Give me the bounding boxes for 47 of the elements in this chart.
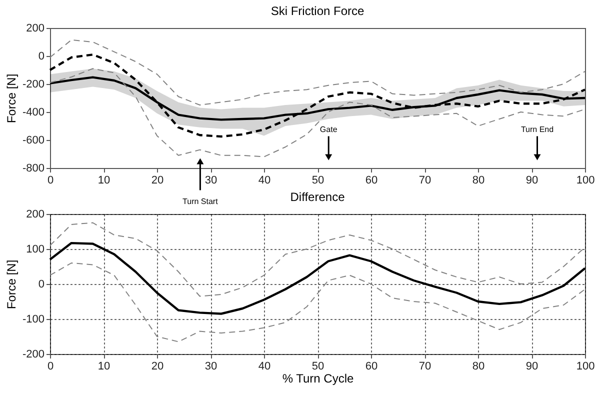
y-tick-label: -400: [22, 106, 44, 118]
x-tick-label: 100: [576, 174, 595, 186]
x-tick-label: 0: [47, 360, 54, 372]
y-tick-label: -200: [22, 348, 44, 360]
x-tick-label: 20: [151, 174, 164, 186]
y-tick-label: 0: [38, 50, 44, 62]
x-tick-label: 40: [258, 174, 271, 186]
x-tick-label: 70: [418, 174, 432, 186]
chart-title: Ski Friction Force: [270, 4, 364, 18]
x-tick-label: 90: [526, 174, 538, 186]
text: Turn Start: [182, 196, 219, 206]
x-tick-label: 80: [472, 360, 485, 372]
line-series: [48, 54, 586, 138]
y-tick-label: 100: [26, 244, 44, 256]
line-series: [50, 39, 586, 106]
x-tick-label: 30: [204, 360, 218, 372]
x-tick-label: 60: [365, 174, 378, 186]
y-tick-label: -800: [22, 162, 44, 174]
x-tick-label: 20: [151, 360, 164, 372]
annotation: Turn End: [520, 125, 554, 134]
line-series: [50, 262, 586, 342]
x-tick-label: 90: [526, 360, 538, 372]
x-axis-title: % Turn Cycle: [282, 372, 354, 386]
annotation: Gate: [320, 125, 338, 134]
line-series: [50, 68, 586, 158]
y-tick-label: 200: [26, 22, 44, 34]
x-tick-label: 60: [365, 360, 378, 372]
line-series: [50, 222, 586, 297]
x-tick-label: 10: [98, 360, 110, 372]
y-tick-label: 0: [38, 278, 44, 290]
x-tick-label: 40: [258, 360, 271, 372]
y-tick-label: 200: [26, 208, 44, 220]
chart-title: Difference: [290, 190, 346, 204]
x-tick-label: 70: [418, 360, 432, 372]
y-tick-label: -200: [22, 78, 44, 90]
x-tick-label: 30: [204, 174, 218, 186]
y-axis-title: Force [N]: [4, 74, 18, 124]
line-series: [48, 242, 586, 315]
x-tick-label: 10: [98, 174, 110, 186]
y-axis-title: Force [N]: [4, 260, 18, 310]
x-tick-label: 50: [312, 360, 324, 372]
x-tick-label: 100: [576, 360, 595, 372]
y-tick-label: -600: [22, 134, 44, 146]
x-tick-label: 0: [47, 174, 54, 186]
x-tick-label: 50: [312, 174, 324, 186]
x-tick-label: 80: [472, 174, 485, 186]
y-tick-label: -100: [22, 314, 44, 326]
